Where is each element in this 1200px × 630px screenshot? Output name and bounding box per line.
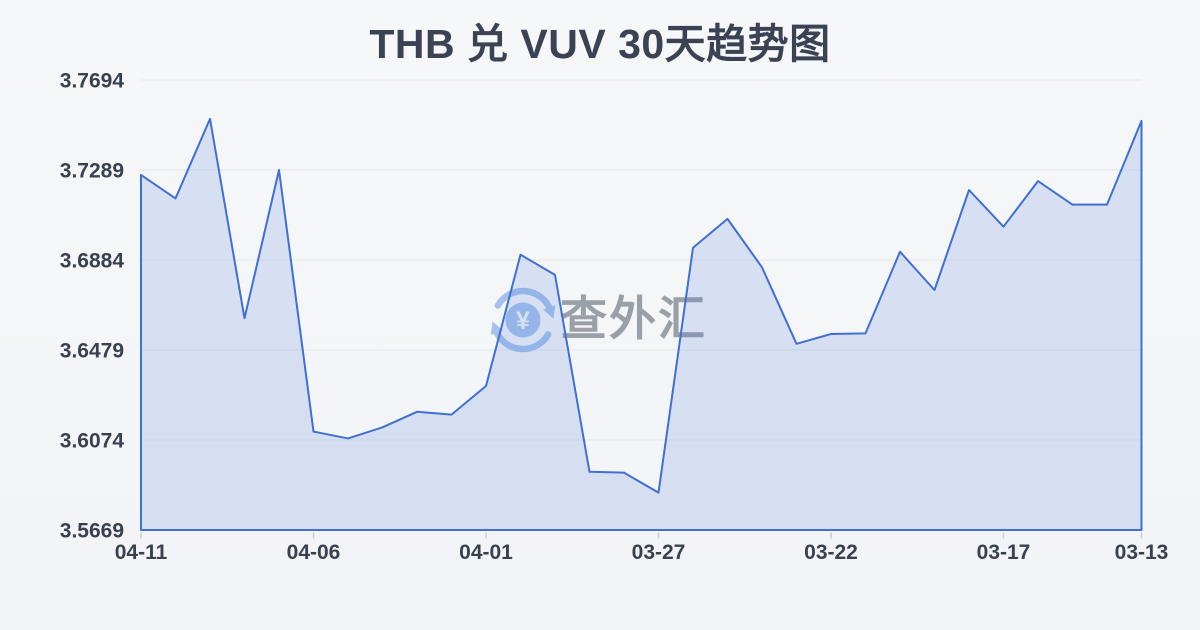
x-axis: 04-11 04-06 04-01 03-27 03-22 03-17 03-13 bbox=[115, 532, 1169, 564]
chart-title: THB 兑 VUV 30天趋势图 bbox=[369, 21, 831, 67]
y-axis-labels: 3.7694 3.7289 3.6884 3.6479 3.6074 3.5669 bbox=[60, 70, 125, 543]
y-tick-label: 3.6479 bbox=[60, 340, 124, 363]
price-area-series bbox=[140, 117, 1143, 531]
x-tick-label: 03-22 bbox=[804, 541, 858, 564]
x-tick-label: 03-13 bbox=[1115, 541, 1169, 564]
x-tick-label: 03-17 bbox=[977, 541, 1031, 564]
x-tick-label: 03-27 bbox=[632, 541, 686, 564]
x-tick-label: 04-06 bbox=[287, 541, 341, 564]
x-tick-label: 04-11 bbox=[115, 541, 168, 564]
y-tick-label: 3.6884 bbox=[60, 250, 125, 273]
y-tick-label: 3.7289 bbox=[60, 160, 124, 183]
y-tick-label: 3.5669 bbox=[60, 520, 124, 543]
arrow-head-right bbox=[543, 305, 556, 319]
y-tick-label: 3.6074 bbox=[60, 430, 125, 453]
coin-circle bbox=[505, 302, 541, 338]
yuan-symbol: ¥ bbox=[516, 307, 530, 335]
y-tick-label: 3.7694 bbox=[60, 70, 125, 93]
x-tick-label: 04-01 bbox=[459, 541, 513, 564]
